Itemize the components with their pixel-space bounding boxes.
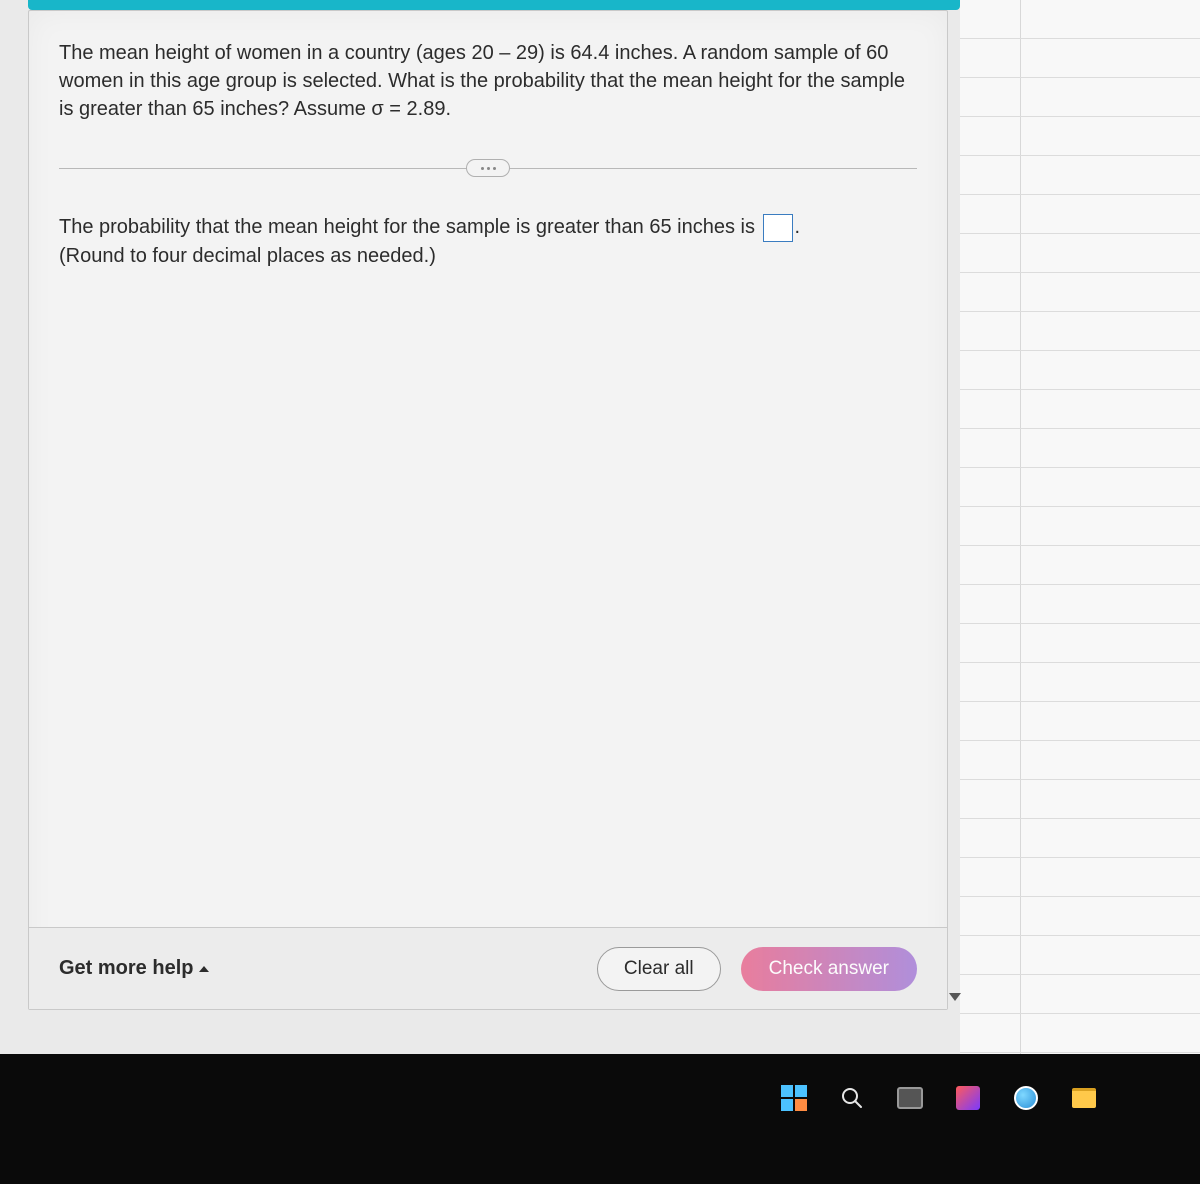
taskbar-app-1[interactable]: [954, 1084, 982, 1112]
question-panel: The mean height of women in a country (a…: [28, 10, 948, 1010]
taskbar-icons: [780, 1084, 1098, 1112]
windows-icon: [781, 1085, 807, 1111]
taskbar-app-3[interactable]: [1070, 1084, 1098, 1112]
check-answer-button[interactable]: Check answer: [741, 947, 917, 991]
search-button[interactable]: [838, 1084, 866, 1112]
desktop: The mean height of women in a country (a…: [0, 0, 1200, 1184]
clear-all-button[interactable]: Clear all: [597, 947, 721, 991]
window-title-bar: [28, 0, 960, 10]
rounding-hint: (Round to four decimal places as needed.…: [59, 245, 436, 267]
scroll-down-icon[interactable]: [949, 993, 961, 1001]
windows-taskbar: [0, 1054, 1200, 1184]
notebook-paper-background: [960, 0, 1200, 1060]
taskbar-app-2[interactable]: [1012, 1084, 1040, 1112]
get-more-help-label: Get more help: [59, 957, 193, 980]
question-text: The mean height of women in a country (a…: [29, 11, 947, 143]
section-divider: [59, 153, 917, 183]
answer-prompt-before: The probability that the mean height for…: [59, 216, 761, 238]
app-icon: [956, 1086, 980, 1110]
task-view-icon: [897, 1087, 923, 1109]
file-explorer-icon: [1072, 1088, 1096, 1108]
expand-pill-button[interactable]: [466, 159, 510, 177]
answer-input[interactable]: [763, 214, 793, 242]
answer-area: The probability that the mean height for…: [29, 213, 947, 271]
search-icon: [840, 1086, 864, 1110]
task-view-button[interactable]: [896, 1084, 924, 1112]
caret-up-icon: [199, 966, 209, 972]
answer-prompt-after: .: [795, 216, 801, 238]
start-button[interactable]: [780, 1084, 808, 1112]
chat-icon: [1014, 1086, 1038, 1110]
get-more-help-button[interactable]: Get more help: [59, 957, 209, 980]
footer-bar: Get more help Clear all Check answer: [29, 927, 947, 1009]
